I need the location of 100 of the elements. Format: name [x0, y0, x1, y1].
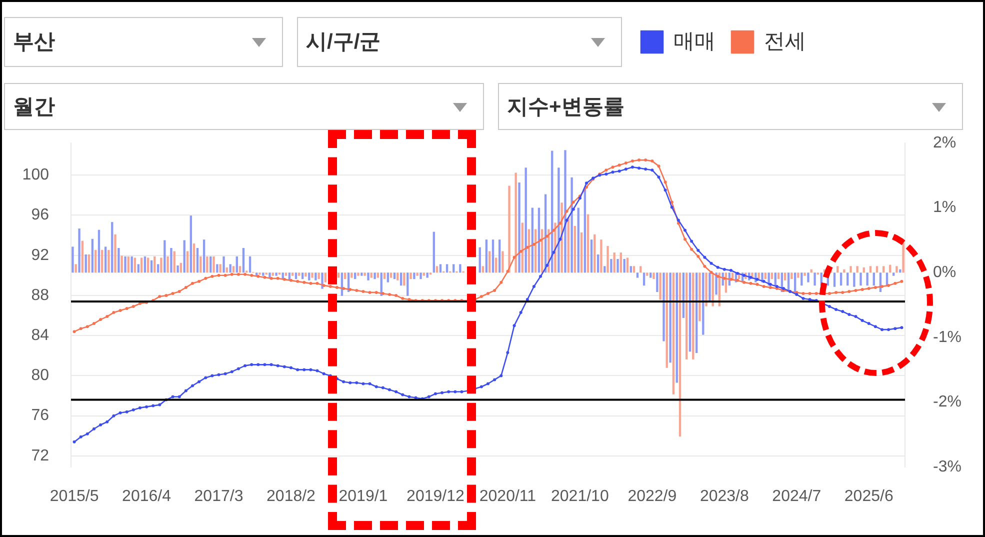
- bar: [166, 256, 169, 273]
- y2-tick-label: -2%: [933, 394, 962, 411]
- bar: [111, 222, 114, 273]
- y-tick-label: 76: [31, 407, 50, 424]
- bar: [74, 264, 77, 273]
- bar: [892, 272, 895, 276]
- bar: [304, 272, 307, 276]
- bar: [623, 258, 626, 273]
- bar: [492, 240, 494, 273]
- bar: [810, 269, 812, 273]
- bar: [596, 254, 600, 273]
- x-tick-label: 2019/12: [406, 488, 464, 506]
- x-tick-label: 2024/7: [772, 488, 822, 506]
- bar: [422, 272, 425, 276]
- bar: [876, 266, 878, 273]
- bar: [81, 240, 84, 273]
- bar: [498, 240, 501, 273]
- dropdown-field: 월간: [4, 83, 484, 130]
- bar: [206, 256, 208, 273]
- bar: [632, 266, 636, 273]
- bar: [101, 250, 104, 273]
- bar: [154, 256, 156, 273]
- bar: [360, 272, 363, 276]
- bar: [705, 272, 708, 306]
- bar: [78, 228, 80, 273]
- bar: [410, 272, 412, 280]
- bar: [127, 256, 130, 273]
- bar: [413, 272, 416, 280]
- bar: [896, 266, 898, 273]
- y-tick-label: 80: [31, 367, 50, 384]
- bar: [836, 266, 839, 273]
- bar: [800, 272, 803, 286]
- bar: [626, 258, 629, 273]
- bar: [91, 238, 94, 273]
- bar: [420, 272, 422, 280]
- bar: [403, 272, 406, 286]
- bar: [291, 272, 294, 276]
- bar: [860, 272, 862, 286]
- bar: [298, 272, 300, 276]
- bar: [364, 272, 366, 276]
- bar: [144, 256, 146, 273]
- bar: [157, 264, 160, 273]
- bar: [393, 272, 396, 280]
- bar: [659, 272, 662, 300]
- legend-label: 매매: [674, 30, 716, 53]
- bar: [600, 240, 602, 273]
- bar: [790, 272, 793, 280]
- bar: [586, 214, 590, 273]
- bar: [160, 258, 162, 273]
- bar: [777, 272, 780, 280]
- y-tick-label: 88: [31, 286, 50, 304]
- bar: [118, 248, 120, 273]
- y-tick-label: 72: [31, 447, 50, 464]
- bar: [902, 242, 904, 273]
- x-tick-label: 2018/2: [266, 488, 316, 506]
- bar: [176, 265, 179, 273]
- bar: [869, 266, 872, 273]
- bar: [104, 246, 107, 273]
- bar: [692, 272, 694, 360]
- bar: [400, 272, 402, 286]
- bar: [120, 256, 123, 273]
- bar: [650, 272, 652, 278]
- bar: [426, 272, 428, 278]
- bar: [636, 272, 639, 278]
- bar: [354, 272, 356, 280]
- bar: [183, 240, 186, 273]
- bar: [882, 266, 885, 273]
- bar: [620, 252, 622, 273]
- bar: [846, 272, 849, 286]
- bar: [804, 272, 806, 276]
- bar: [814, 272, 816, 286]
- bar: [350, 272, 353, 278]
- bar: [833, 272, 836, 287]
- bar: [374, 272, 376, 280]
- bar: [436, 266, 438, 273]
- y-tick-label: 92: [31, 246, 50, 264]
- bar: [642, 272, 646, 286]
- bar: [630, 266, 632, 273]
- x-tick-label: 2015/5: [50, 488, 99, 506]
- bar: [853, 272, 856, 287]
- bar: [88, 254, 90, 273]
- bar: [656, 272, 658, 292]
- bar: [108, 250, 110, 273]
- bar: [646, 272, 648, 276]
- bar: [666, 272, 668, 368]
- bar: [574, 226, 576, 273]
- bar: [594, 234, 596, 273]
- x-tick-label: 2020/11: [479, 488, 536, 506]
- y2-tick-label: 1%: [933, 199, 956, 216]
- y-tick-label: 100: [22, 166, 50, 184]
- dropdown-field: 부산: [4, 17, 283, 67]
- bar: [134, 258, 136, 273]
- bar: [640, 266, 642, 273]
- bar: [146, 258, 150, 273]
- bar: [662, 272, 665, 342]
- dropdown-field: 지수+변동률: [498, 83, 963, 130]
- bar: [386, 272, 390, 282]
- bar: [606, 246, 609, 273]
- y-tick-label: 96: [31, 206, 50, 224]
- bar: [192, 243, 196, 273]
